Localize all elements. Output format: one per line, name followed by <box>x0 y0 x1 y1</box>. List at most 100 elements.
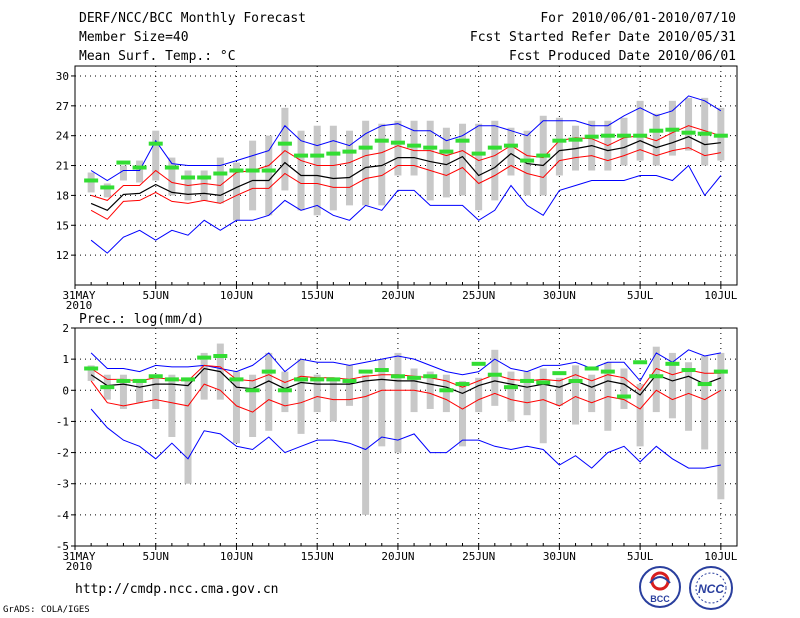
temp-obs-marker <box>164 165 179 170</box>
temp-obs-marker <box>229 168 244 173</box>
temp-ensemble-bar <box>265 135 273 216</box>
forecast-produced-label: Fcst Produced Date 2010/06/01 <box>509 49 736 64</box>
bcc-logo-icon: BCC <box>639 566 681 608</box>
prec-ensemble-bar <box>668 352 676 419</box>
prec-ensemble-bar <box>119 374 127 409</box>
prec-x-tick-label: 10JUL <box>704 550 737 563</box>
prec-obs-marker <box>294 377 309 382</box>
prec-obs-marker <box>116 378 131 383</box>
prec-obs-marker <box>697 382 712 387</box>
prec-ensemble-bar <box>539 368 547 444</box>
temp-obs-marker <box>245 168 260 173</box>
prec-ensemble-bar <box>572 365 580 425</box>
temp-x-tick-label: 10JUN <box>220 289 253 302</box>
prec-ensemble-bar <box>184 377 192 484</box>
footer-url[interactable]: http://cmdp.ncc.cma.gov.cn <box>75 582 279 597</box>
grads-credit: GrADS: COLA/IGES <box>3 605 90 615</box>
temp-obs-marker <box>439 149 454 154</box>
temp-y-tick-label: 18 <box>56 189 69 202</box>
temp-min-line <box>90 164 722 254</box>
prec-ensemble-bar <box>378 359 386 447</box>
prec-ensemble-bar <box>136 380 144 403</box>
prec-obs-marker <box>132 378 147 383</box>
prec-x-tick-label: 2010 <box>66 560 93 573</box>
temp-obs-marker <box>633 133 648 138</box>
prec-obs-marker <box>633 360 648 365</box>
prec-obs-marker <box>439 388 454 393</box>
chart-title: DERF/NCC/BCC Monthly Forecast <box>79 11 306 26</box>
temp-max-line <box>90 95 722 182</box>
temp-ensemble-bar <box>507 127 515 176</box>
prec-obs-marker <box>84 366 99 371</box>
temp-ensemble-bar <box>103 183 111 198</box>
prec-ensemble-bar <box>701 356 709 450</box>
prec-ensemble-bar <box>555 377 563 406</box>
bcc-logo-text: BCC <box>650 594 670 604</box>
prec-obs-marker <box>229 377 244 382</box>
prec-obs-marker <box>148 374 163 379</box>
temp-ensemble-bar <box>410 120 418 176</box>
temp-plot-frame <box>74 65 738 286</box>
prec-ensemble-bar <box>249 374 257 437</box>
temp-obs-marker <box>294 153 309 158</box>
prec-obs-marker <box>584 366 599 371</box>
temp-x-tick-label: 20JUN <box>381 289 414 302</box>
temp-obs-marker <box>697 131 712 136</box>
prec-y-tick-label: -5 <box>56 540 69 553</box>
temp-obs-marker <box>100 185 115 190</box>
prec-x-tick-label: 15JUN <box>301 550 334 563</box>
temp-x-tick-label: 2010 <box>66 299 93 312</box>
temp-p75-line <box>90 125 722 201</box>
temp-ensemble-bar <box>345 130 353 206</box>
prec-ensemble-bar <box>507 371 515 422</box>
prec-obs-marker <box>600 369 615 374</box>
prec-x-tick-label: 30JUN <box>543 550 576 563</box>
temp-obs-marker <box>536 153 551 158</box>
prec-obs-marker <box>261 369 276 374</box>
temp-x-tick-label: 25JUN <box>462 289 495 302</box>
temp-y-tick-label: 15 <box>56 219 69 232</box>
temp-obs-marker <box>390 140 405 145</box>
prec-y-tick-label: 2 <box>62 322 69 335</box>
temp-obs-marker <box>132 165 147 170</box>
prec-x-tick-label: 10JUN <box>220 550 253 563</box>
temp-ensemble-bar <box>620 117 628 166</box>
prec-obs-marker <box>552 371 567 376</box>
member-size-label: Member Size=40 <box>79 30 189 45</box>
prec-ensemble-bar <box>652 346 660 413</box>
temp-obs-marker <box>471 151 486 156</box>
prec-x-tick-label: 31MAY <box>62 550 95 563</box>
prec-ensemble-bar <box>588 374 596 413</box>
prec-obs-marker <box>213 354 228 359</box>
temp-obs-marker <box>326 151 341 156</box>
prec-plot-frame <box>74 327 738 547</box>
temp-ensemble-bar <box>362 120 370 206</box>
prec-p75-line <box>90 364 721 392</box>
temp-obs-marker <box>310 153 325 158</box>
temp-y-tick-label: 21 <box>56 160 69 173</box>
temp-x-tick-label: 15JUN <box>301 289 334 302</box>
prec-obs-marker <box>487 372 502 377</box>
prec-obs-marker <box>164 377 179 382</box>
prec-x-tick-label: 5JUN <box>142 550 169 563</box>
prec-ensemble-bar <box>491 349 499 406</box>
prec-obs-marker <box>713 369 728 374</box>
temp-obs-marker <box>713 133 728 138</box>
temp-ensemble-bar <box>378 123 386 206</box>
temp-obs-marker <box>407 143 422 148</box>
prec-max-line <box>90 349 721 382</box>
forecast-period-label: For 2010/06/01-2010/07/10 <box>540 11 736 26</box>
temp-ensemble-bar <box>200 170 208 201</box>
prec-obs-marker <box>390 374 405 379</box>
temp-obs-marker <box>584 134 599 139</box>
temp-obs-marker <box>568 137 583 142</box>
prec-obs-marker <box>471 361 486 366</box>
prec-ensemble-bar <box>426 371 434 409</box>
prec-y-tick-label: 0 <box>62 384 69 397</box>
temp-obs-marker <box>197 175 212 180</box>
temp-ensemble-bar <box>281 107 289 191</box>
prec-ensemble-bar <box>394 352 402 453</box>
